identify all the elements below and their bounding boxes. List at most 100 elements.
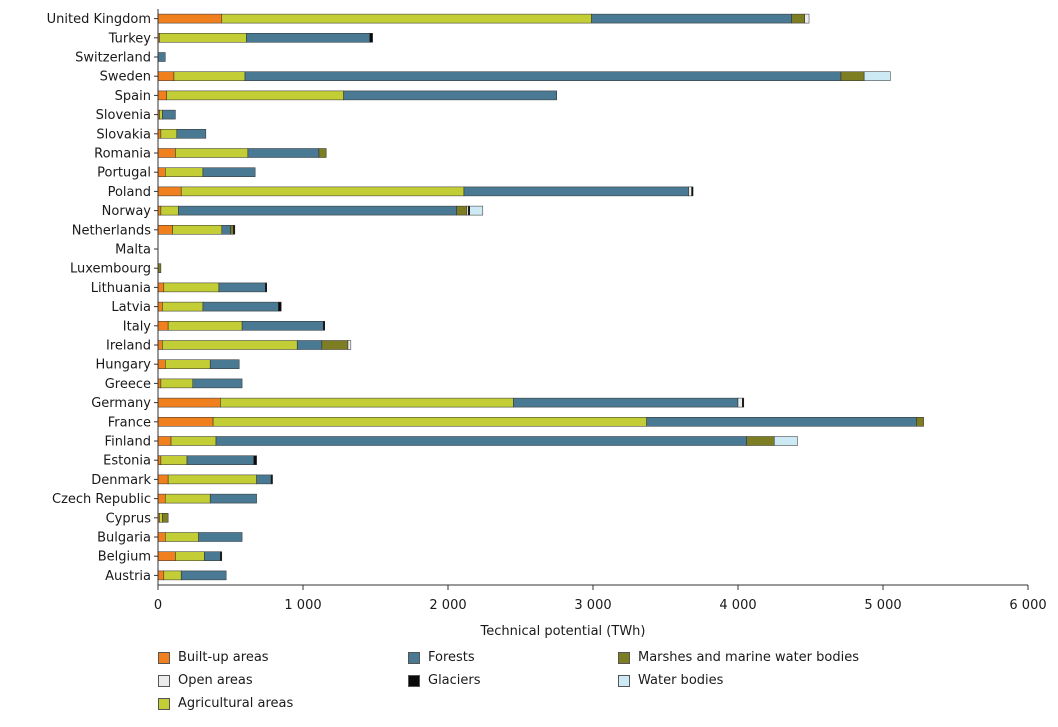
category-label-cyprus: Cyprus <box>106 511 152 526</box>
bar-italy-forests <box>241 321 324 331</box>
bar-netherlands-glaciers <box>233 225 236 235</box>
category-label-turkey: Turkey <box>108 31 152 46</box>
stacked-bar-chart: United Kingdom Turkey Switzerland Sweden Spa… <box>47 9 1047 639</box>
category-label-belgium: Belgium <box>98 550 151 565</box>
bar-finland-built-up-areas <box>157 436 172 446</box>
category-label-malta: Malta <box>115 243 151 258</box>
bar-germany-glaciers <box>742 397 745 408</box>
category-label-germany: Germany <box>91 396 151 411</box>
category-label-lithuania: Lithuania <box>91 281 151 296</box>
bar-latvia-forests <box>202 301 279 312</box>
bar-sweden-agricultural-areas <box>173 71 246 81</box>
bar-sweden-forests <box>244 71 842 81</box>
bar-czech-republic-agricultural-areas <box>165 493 211 504</box>
bar-united-kingdom-built-up-areas <box>157 13 223 24</box>
x-tick-label: 6 000 <box>1009 598 1046 613</box>
bar-netherlands-agricultural-areas <box>172 225 223 235</box>
category-label-france: France <box>108 415 151 430</box>
bar-italy-glaciers <box>323 321 325 331</box>
bar-slovenia-agricultural-areas <box>159 109 163 120</box>
bar-finland-marshes-and-marine-water-bodies <box>746 436 775 446</box>
category-label-sweden: Sweden <box>100 70 151 85</box>
category-label-bulgaria: Bulgaria <box>97 531 151 546</box>
bar-united-kingdom-forests <box>591 13 792 24</box>
category-label-estonia: Estonia <box>103 454 151 469</box>
category-label-finland: Finland <box>105 435 151 450</box>
legend-swatch <box>158 697 170 710</box>
bar-turkey-agricultural-areas <box>159 33 247 43</box>
category-label-czech-republic: Czech Republic <box>52 492 151 507</box>
bar-latvia-glaciers <box>278 301 282 312</box>
legend-label: Glaciers <box>428 673 481 688</box>
bar-finland-agricultural-areas <box>170 436 217 446</box>
legend-item-open-areas: Open areas <box>158 673 253 688</box>
category-label-poland: Poland <box>108 185 151 200</box>
bar-estonia-glaciers <box>253 455 257 465</box>
bar-turkey-glaciers <box>369 33 373 43</box>
bar-sweden-marshes-and-marine-water-bodies <box>840 71 865 81</box>
axes-layer: 0 1 000 2 000 3 000 4 000 5 000 6 000 <box>154 9 1047 613</box>
bar-slovenia-forests <box>162 109 176 120</box>
legend-label: Forests <box>428 650 475 665</box>
category-label-norway: Norway <box>102 204 152 219</box>
legend-item-agricultural-areas: Agricultural areas <box>158 696 293 711</box>
bar-germany-open-areas <box>737 397 743 408</box>
bar-austria-forests <box>180 570 227 581</box>
bar-romania-built-up-areas <box>157 148 176 158</box>
legend-label: Water bodies <box>638 673 724 688</box>
bar-greece-forests <box>192 378 243 389</box>
x-tick-label: 5 000 <box>864 598 901 613</box>
category-label-switzerland: Switzerland <box>75 51 151 66</box>
legend-item-water-bodies: Water bodies <box>618 673 723 688</box>
category-label-netherlands: Netherlands <box>72 223 151 238</box>
legend: Built-up areas Forests Marshes and marine … <box>158 650 1058 725</box>
bar-romania-marshes-and-marine-water-bodies <box>318 148 327 158</box>
bar-belgium-glaciers <box>220 551 223 561</box>
bar-united-kingdom-open-areas <box>804 13 810 24</box>
bar-sweden-built-up-areas <box>157 71 175 81</box>
legend-label: Marshes and marine water bodies <box>638 650 859 665</box>
x-tick-label: 0 <box>154 598 162 613</box>
bar-ireland-built-up-areas <box>157 340 163 350</box>
bar-germany-forests <box>513 397 739 408</box>
bar-belgium-agricultural-areas <box>175 551 205 561</box>
legend-swatch <box>618 674 630 687</box>
bar-netherlands-built-up-areas <box>157 225 173 235</box>
bar-germany-agricultural-areas <box>220 397 514 408</box>
bar-denmark-forests <box>256 474 272 485</box>
bar-switzerland-forests <box>157 52 166 62</box>
bar-netherlands-marshes-and-marine-water-bodies <box>230 225 234 235</box>
category-label-italy: Italy <box>123 319 152 334</box>
bar-slovakia-agricultural-areas <box>160 129 178 139</box>
bar-poland-glaciers <box>691 186 694 197</box>
bar-hungary-agricultural-areas <box>165 359 211 369</box>
legend-label: Agricultural areas <box>178 696 294 711</box>
x-tick-label: 1 000 <box>284 598 321 613</box>
legend-swatch <box>408 651 420 664</box>
bar-romania-forests <box>247 148 320 158</box>
bar-norway-marshes-and-marine-water-bodies <box>456 205 468 216</box>
bar-lithuania-glaciers <box>265 282 267 293</box>
bar-spain-built-up-areas <box>157 90 167 101</box>
bar-norway-agricultural-areas <box>160 205 179 216</box>
bar-denmark-glaciers <box>270 474 273 485</box>
legend-item-forests: Forests <box>408 650 475 665</box>
bar-lithuania-built-up-areas <box>157 282 165 293</box>
bars-layer <box>157 13 924 581</box>
bar-ireland-forests <box>296 340 323 350</box>
bar-ireland-agricultural-areas <box>162 340 298 350</box>
category-label-ireland: Ireland <box>106 339 151 354</box>
category-label-austria: Austria <box>105 569 151 584</box>
bar-denmark-built-up-areas <box>157 474 169 485</box>
bar-poland-forests <box>463 186 689 197</box>
bar-united-kingdom-marshes-and-marine-water-bodies <box>791 13 805 24</box>
bar-austria-agricultural-areas <box>163 570 182 581</box>
category-label-portugal: Portugal <box>97 166 151 181</box>
bar-italy-agricultural-areas <box>167 321 243 331</box>
bar-poland-built-up-areas <box>157 186 182 197</box>
bar-france-marshes-and-marine-water-bodies <box>916 417 924 427</box>
bar-turkey-forests <box>246 33 370 43</box>
bar-estonia-agricultural-areas <box>160 455 188 465</box>
bar-cyprus-agricultural-areas <box>159 513 163 523</box>
legend-swatch <box>158 651 170 664</box>
